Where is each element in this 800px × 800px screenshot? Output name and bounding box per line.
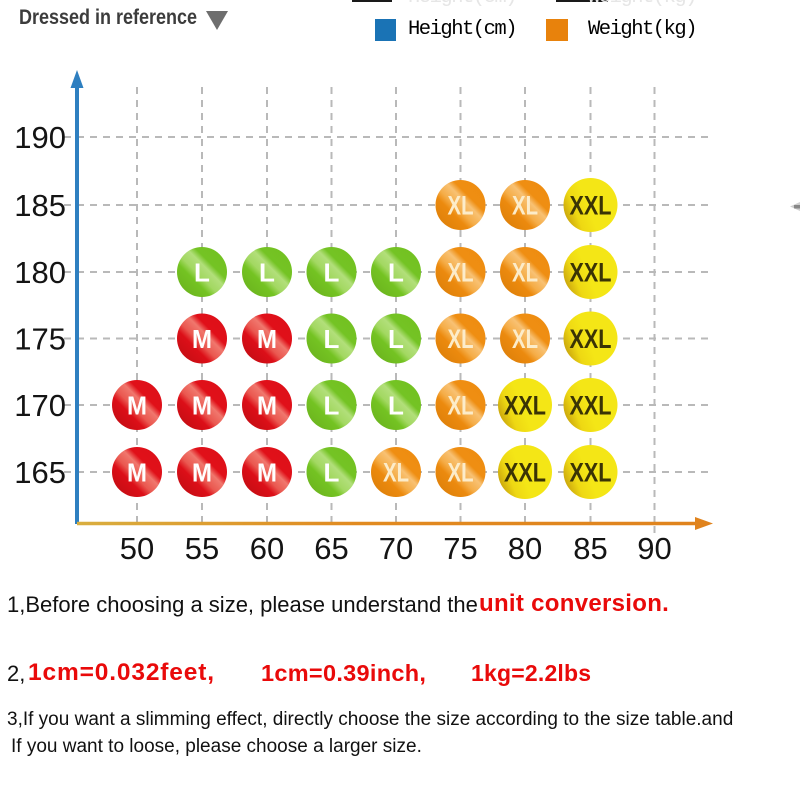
svg-text:85: 85 bbox=[573, 531, 607, 566]
svg-text:180: 180 bbox=[14, 255, 66, 290]
svg-text:L: L bbox=[388, 391, 404, 421]
svg-text:75: 75 bbox=[443, 531, 477, 566]
svg-text:XL: XL bbox=[448, 191, 474, 221]
svg-text:65: 65 bbox=[314, 531, 348, 566]
svg-text:L: L bbox=[388, 324, 404, 354]
svg-text:XXL: XXL bbox=[570, 391, 612, 421]
svg-text:XXL: XXL bbox=[570, 458, 612, 488]
svg-text:60: 60 bbox=[250, 531, 284, 566]
svg-text:XL: XL bbox=[512, 324, 538, 354]
svg-text:M: M bbox=[192, 391, 212, 421]
svg-text:175: 175 bbox=[14, 322, 66, 357]
svg-text:80: 80 bbox=[508, 531, 542, 566]
svg-text:XL: XL bbox=[512, 258, 538, 288]
svg-text:XL: XL bbox=[383, 458, 409, 488]
svg-text:50: 50 bbox=[120, 531, 154, 566]
svg-text:XXL: XXL bbox=[570, 191, 612, 221]
svg-text:XXL: XXL bbox=[570, 258, 612, 288]
svg-text:M: M bbox=[257, 458, 277, 488]
svg-text:90: 90 bbox=[637, 531, 671, 566]
svg-text:M: M bbox=[257, 391, 277, 421]
svg-text:70: 70 bbox=[379, 531, 413, 566]
svg-text:55: 55 bbox=[185, 531, 219, 566]
svg-text:L: L bbox=[324, 258, 340, 288]
svg-text:170: 170 bbox=[14, 388, 66, 423]
svg-text:M: M bbox=[192, 458, 212, 488]
svg-text:XL: XL bbox=[512, 191, 538, 221]
svg-text:XL: XL bbox=[448, 391, 474, 421]
svg-text:M: M bbox=[127, 458, 147, 488]
svg-text:XXL: XXL bbox=[504, 458, 546, 488]
svg-text:XL: XL bbox=[448, 458, 474, 488]
svg-text:XL: XL bbox=[448, 258, 474, 288]
svg-text:M: M bbox=[192, 324, 212, 354]
svg-text:M: M bbox=[257, 324, 277, 354]
svg-text:M: M bbox=[127, 391, 147, 421]
svg-text:XL: XL bbox=[448, 324, 474, 354]
svg-text:185: 185 bbox=[14, 188, 66, 223]
svg-text:L: L bbox=[324, 458, 340, 488]
svg-text:165: 165 bbox=[14, 455, 66, 490]
svg-text:L: L bbox=[388, 258, 404, 288]
svg-text:XXL: XXL bbox=[570, 324, 612, 354]
svg-text:XXL: XXL bbox=[504, 391, 546, 421]
svg-text:L: L bbox=[194, 258, 210, 288]
svg-text:L: L bbox=[324, 324, 340, 354]
svg-text:L: L bbox=[259, 258, 275, 288]
svg-text:190: 190 bbox=[14, 120, 66, 155]
svg-text:L: L bbox=[324, 391, 340, 421]
